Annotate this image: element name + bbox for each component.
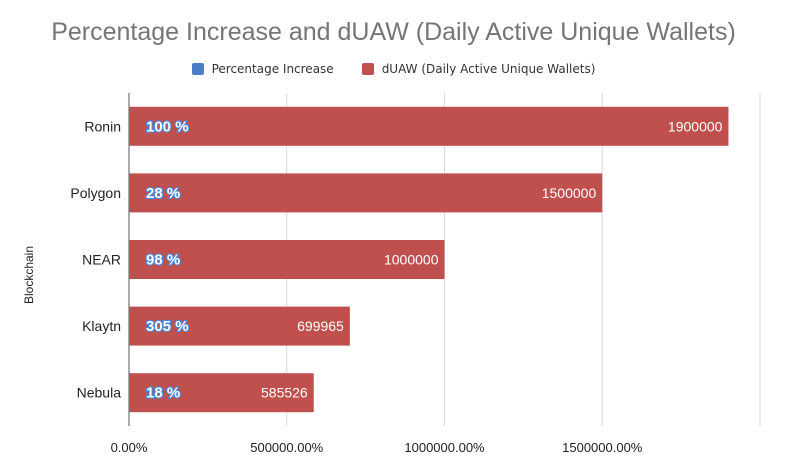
bar-duaw [129,240,445,279]
legend-item-percentage: Percentage Increase [191,62,334,76]
x-tick-label: 0.00% [111,440,148,455]
x-tick-label: 1000000.00% [404,440,485,455]
legend-swatch-percentage [191,63,204,75]
x-tick-label: 500000.00% [250,440,323,455]
data-label-duaw: 1900000 [668,118,723,134]
data-label-percentage: 18 % [146,385,180,402]
bar-duaw [129,106,729,146]
category-label: Klaytn [82,318,121,334]
x-tick-label: 1500000.00% [562,440,643,455]
category-label: Nebula [77,385,122,401]
bar-percentage [129,173,130,213]
data-label-percentage: 98 % [146,252,180,269]
category-label: Ronin [84,118,121,134]
bar-percentage [129,306,130,346]
legend: Percentage Increase dUAW (Daily Active U… [0,62,787,76]
chart-title: Percentage Increase and dUAW (Daily Acti… [51,18,736,46]
data-label-duaw: 1500000 [542,185,597,201]
bar-duaw [129,373,314,413]
category-label: NEAR [82,252,121,268]
data-label-percentage: 100 % [146,118,189,135]
legend-swatch-duaw [361,63,374,75]
bar-percentage [129,240,130,279]
bar-duaw [129,173,603,213]
data-label-duaw: 699965 [297,318,344,334]
bar-percentage [129,106,130,146]
data-label-duaw: 1000000 [384,252,439,268]
category-label: Polygon [70,185,121,201]
bar-percentage [129,373,130,413]
legend-label-duaw: dUAW (Daily Active Unique Wallets) [381,62,596,76]
legend-label-percentage: Percentage Increase [211,62,334,76]
data-label-duaw: 585526 [261,385,308,401]
legend-item-duaw: dUAW (Daily Active Unique Wallets) [361,62,596,76]
bar-duaw [129,306,350,346]
data-label-percentage: 28 % [146,185,180,202]
data-label-percentage: 305 % [146,318,189,335]
